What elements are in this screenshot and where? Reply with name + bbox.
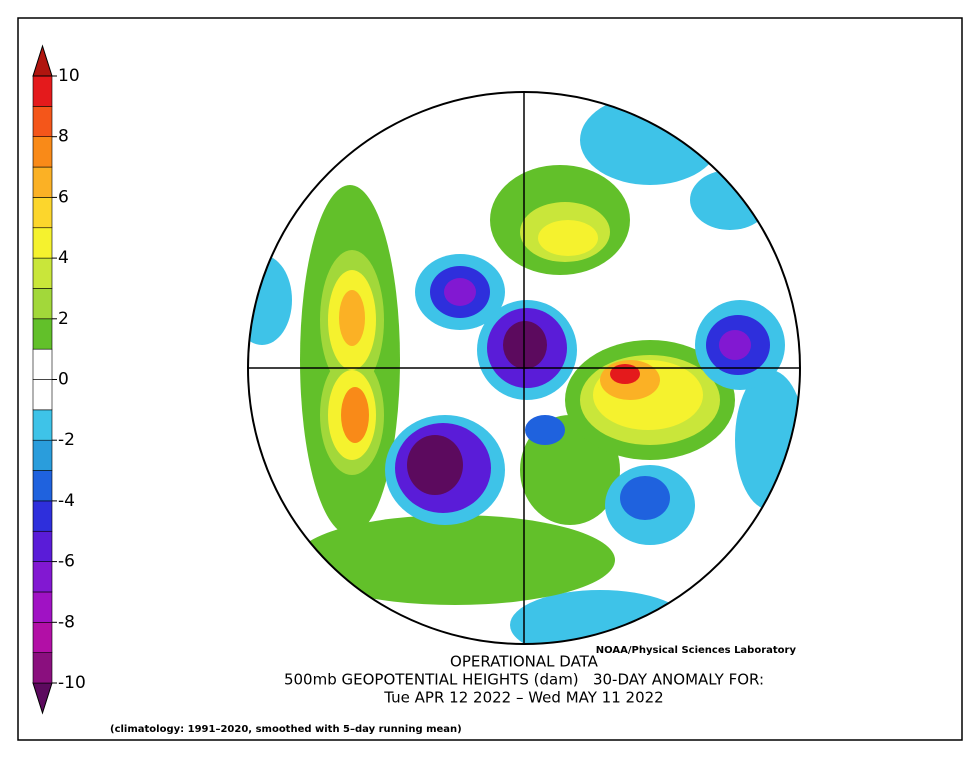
colorbar-band — [32, 439, 53, 471]
colorbar-tick-label: -6 — [58, 552, 75, 572]
colorbar-band — [32, 106, 53, 137]
colorbar-tick-label: -4 — [58, 491, 75, 511]
colorbar-band — [32, 591, 53, 623]
note: (climatology: 1991–2020, smoothed with 5… — [110, 724, 462, 735]
anomaly-field — [248, 92, 800, 644]
subtitle: 500mb GEOPOTENTIAL HEIGHTS (dam) 30-DAY … — [284, 671, 764, 689]
colorbar-band — [32, 227, 53, 259]
colorbar-band — [32, 136, 53, 168]
colorbar-band — [32, 652, 53, 684]
colorbar-band — [32, 348, 53, 380]
period: Tue APR 12 2022 – Wed MAY 11 2022 — [383, 689, 663, 707]
colorbar-tick-label: -8 — [58, 612, 75, 632]
colorbar-band — [32, 500, 53, 532]
colorbar-band — [32, 75, 53, 107]
colorbar-tick-label: 10 — [58, 66, 80, 86]
colorbar-extension — [32, 682, 53, 715]
colorbar-band — [32, 288, 53, 320]
colorbar-band — [32, 621, 53, 653]
colorbar-tick-label: 2 — [58, 309, 69, 329]
colorbar-band — [32, 561, 53, 593]
title: OPERATIONAL DATA — [450, 653, 599, 671]
colorbar-tick-label: -10 — [58, 673, 86, 693]
colorbar-tick-label: -2 — [58, 430, 75, 450]
colorbar-band — [32, 166, 53, 198]
colorbar-band — [32, 318, 53, 350]
colorbar-tick-label: 6 — [58, 187, 69, 207]
colorbar-extension — [32, 44, 53, 77]
colorbar-band — [32, 470, 53, 502]
colorbar-tick-label: 4 — [58, 248, 69, 268]
colorbar-band — [32, 530, 53, 562]
colorbar-band — [32, 257, 53, 289]
colorbar-tick-label: 8 — [58, 127, 69, 147]
colorbar-band — [32, 409, 53, 441]
source-label: NOAA/Physical Sciences Laboratory — [596, 645, 797, 656]
colorbar-band — [32, 379, 53, 411]
colorbar-tick-label: 0 — [58, 370, 69, 390]
frame — [17, 17, 963, 741]
colorbar-band — [32, 197, 53, 229]
